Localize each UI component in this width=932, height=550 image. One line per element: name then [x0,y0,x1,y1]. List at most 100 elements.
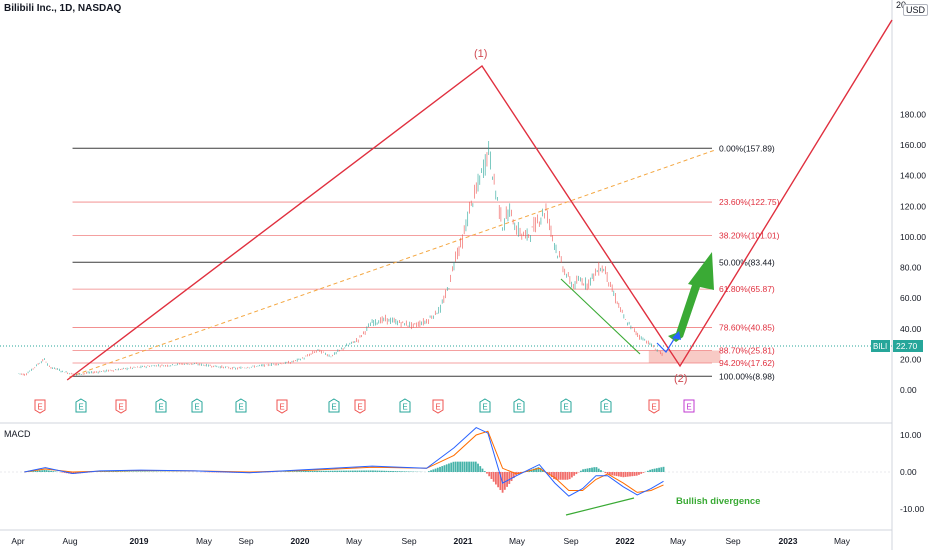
y-tick-label: 180.00 [900,109,926,119]
macd-histogram-bar [307,470,310,472]
earnings-marker-icon [683,399,695,413]
y-tick-label: 40.00 [900,324,922,334]
x-tick-label: Apr [11,536,24,546]
macd-line [24,427,664,497]
macd-histogram-bar [316,470,318,472]
macd-histogram-bar [557,472,560,480]
y-tick-label: 0.00 [900,385,917,395]
price-symbol: BILI [873,342,887,351]
macd-histogram-bar [372,470,374,472]
macd-histogram-bar [579,470,582,472]
macd-y-tick: -10.00 [900,504,924,514]
macd-histogram-bar [582,469,584,472]
earnings-marker-label: E [158,403,163,412]
macd-histogram-bar [291,471,294,472]
macd-histogram-bar [617,472,620,477]
macd-histogram-bar [494,472,497,485]
macd-histogram-bar [103,471,106,472]
price-symbol-badge [871,340,890,352]
earnings-marker-label: E [603,403,608,412]
fib-label: 50.00%(83.44) [719,257,775,267]
macd-histogram-bar [347,470,350,472]
macd-title: MACD [4,429,31,439]
macd-histogram-bar [349,470,352,472]
earnings-marker-icon [560,398,572,413]
macd-histogram-bar [432,469,435,472]
macd-histogram-bar [135,471,137,472]
macd-histogram-bar [591,467,593,472]
macd-histogram-bar [604,472,607,474]
blue-arrowhead [672,331,681,340]
macd-histogram-bar [52,471,55,472]
macd-histogram-bar [309,470,312,472]
macd-histogram-bar [374,470,377,472]
macd-histogram-bar [354,470,356,472]
macd-histogram-bar [443,465,446,472]
macd-histogram-bar [313,470,316,472]
macd-histogram-bar [452,461,455,472]
macd-histogram-bar [320,470,323,472]
macd-histogram-bar [597,468,600,472]
macd-histogram-bar [655,468,658,472]
macd-histogram-bar [112,471,115,472]
earnings-marker-label: E [402,403,407,412]
macd-histogram-bar [121,471,124,472]
macd-histogram-bar [36,470,39,472]
y-tick-label: 120.00 [900,201,926,211]
macd-histogram-bar [548,472,551,476]
macd-histogram-bar [503,472,506,490]
macd-histogram-bar [115,471,117,472]
macd-histogram-bar [401,471,403,472]
macd-histogram-bar [532,468,535,472]
macd-histogram-bar [43,470,46,472]
macd-histogram-bar [662,466,665,472]
macd-histogram-bar [41,470,44,472]
macd-histogram-bar [566,472,569,480]
fib-label: 88.70%(25.81) [719,345,775,355]
macd-histogram-bar [506,472,508,487]
macd-histogram-bar [499,472,502,490]
earnings-marker-icon [354,399,366,414]
macd-histogram-bar [584,468,587,472]
macd-histogram-bar [613,472,616,476]
earnings-marker-icon [600,398,612,413]
fib-label: 0.00%(157.89) [719,143,775,153]
macd-histogram-bar [454,461,457,472]
macd-histogram-bar [445,464,448,472]
macd-histogram-bar [588,468,591,472]
earnings-marker-icon [276,399,288,414]
macd-histogram-bar [293,471,296,472]
earnings-marker-label: E [563,403,568,412]
macd-histogram-bar [653,468,656,472]
wave-2-label: (2) [674,373,687,385]
price-value-badge [893,340,923,352]
macd-histogram-bar [436,467,439,472]
currency-button[interactable]: USD [903,4,929,16]
macd-histogram-bar [130,471,133,472]
x-tick-label: 2020 [291,536,310,546]
x-tick-label: Sep [401,536,416,546]
x-tick-label: May [670,536,687,546]
earnings-marker-label: E [686,403,691,412]
macd-histogram-bar [338,470,341,472]
earnings-marker-label: E [78,403,83,412]
x-tick-label: 2022 [616,536,635,546]
macd-y-tick: 0.00 [900,467,917,477]
macd-histogram-bar [329,470,332,472]
macd-signal-line [24,430,664,493]
earnings-marker-label: E [238,403,243,412]
macd-histogram-bar [492,472,495,482]
earnings-marker-icon [34,399,46,414]
earnings-marker-icon [399,398,411,413]
macd-histogram-bar [508,472,511,484]
trend-guide-line [69,149,715,378]
x-tick-label: Sep [563,536,578,546]
macd-histogram-bar [318,470,321,472]
macd-histogram-bar [387,470,390,472]
macd-histogram-bar [658,467,660,472]
top-axis-label: 20 [896,0,907,10]
macd-histogram-bar [575,472,578,475]
macd-histogram-bar [606,472,609,475]
earnings-marker-icon [648,399,660,414]
